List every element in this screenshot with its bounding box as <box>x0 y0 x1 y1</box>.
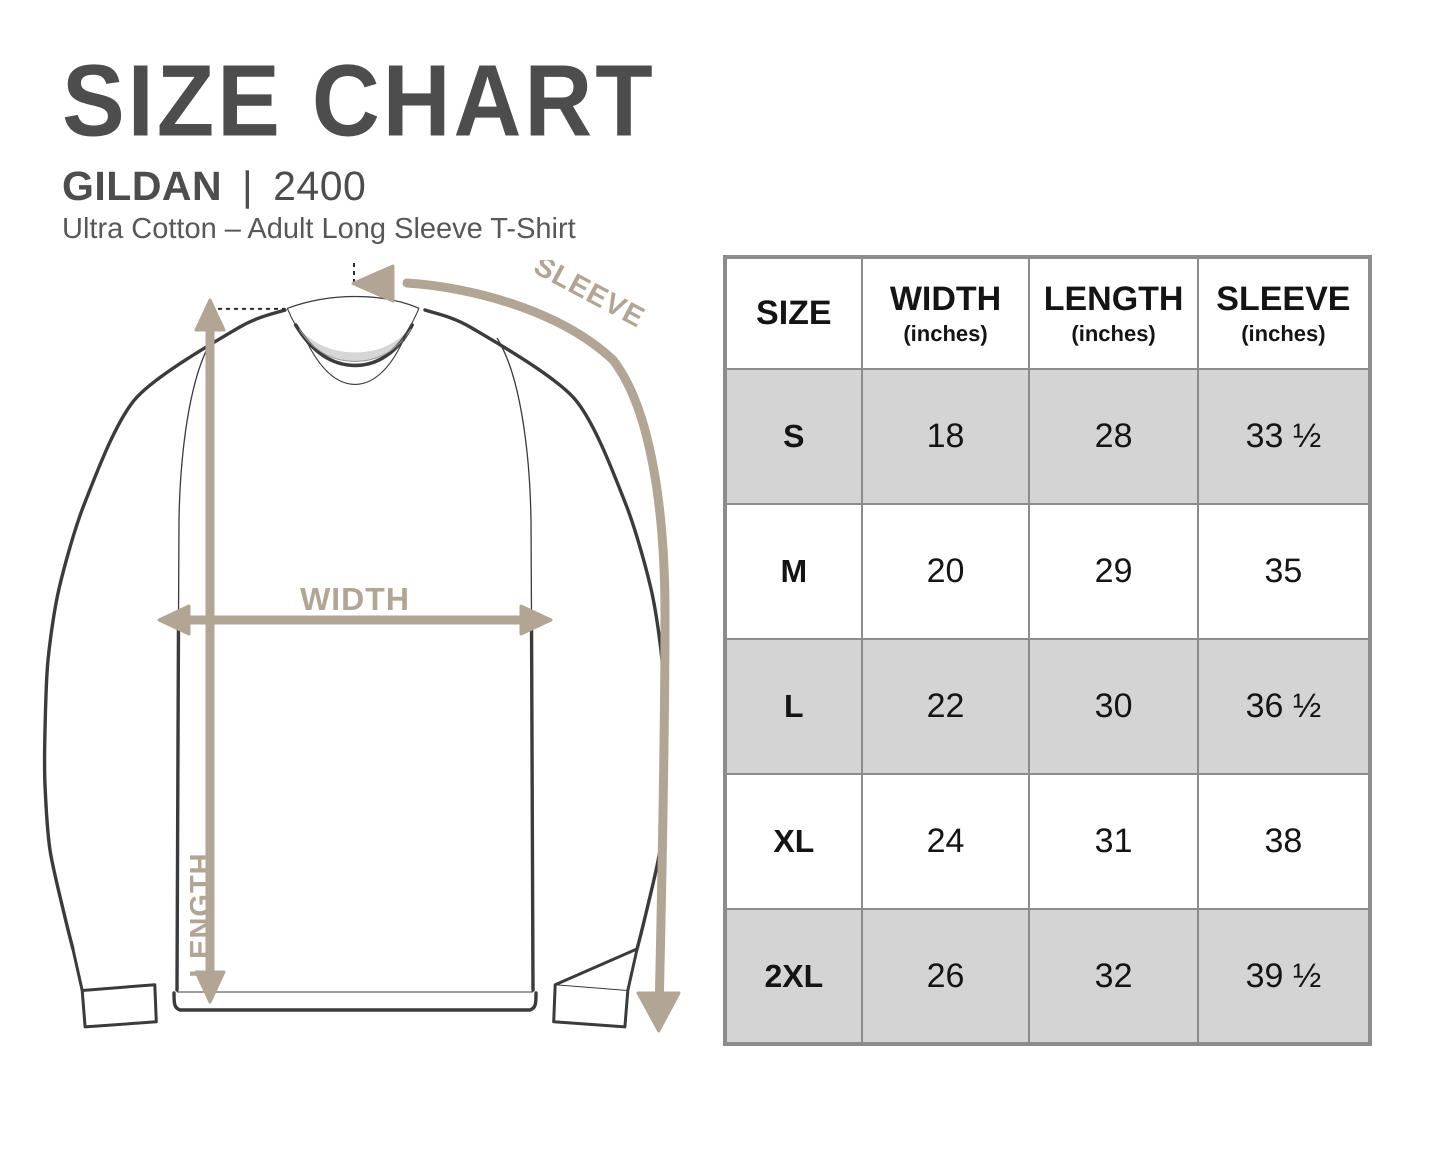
svg-text:LENGTH: LENGTH <box>185 852 217 977</box>
svg-text:SLEEVE: SLEEVE <box>529 260 650 334</box>
svg-text:WIDTH: WIDTH <box>300 581 410 617</box>
